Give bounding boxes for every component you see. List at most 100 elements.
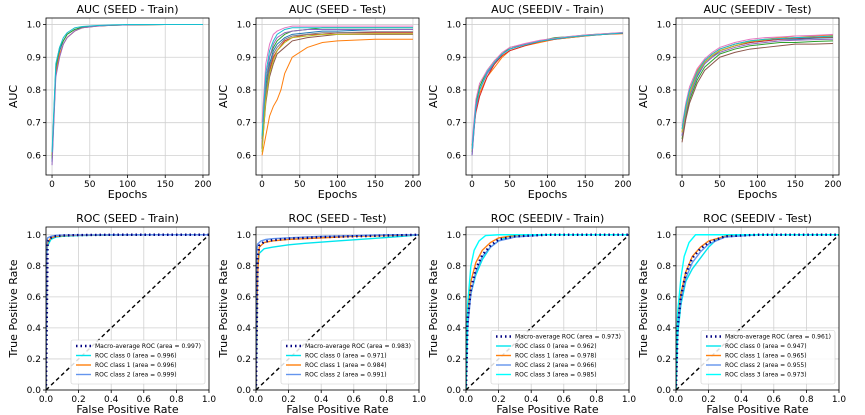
y-tick-label: 0.2 (447, 355, 461, 365)
y-tick-label: 0.6 (237, 151, 252, 161)
y-tick-label: 0.0 (27, 386, 42, 396)
y-tick-label: 1.0 (447, 231, 462, 241)
x-tick-label: 0.6 (137, 395, 152, 405)
y-tick-label: 0.8 (27, 262, 42, 272)
x-tick-label: 0.2 (491, 395, 505, 405)
y-tick-label: 0.9 (27, 53, 42, 63)
y-axis-label: True Positive Rate (637, 259, 650, 358)
series-line (261, 31, 413, 146)
y-tick-label: 0.6 (237, 293, 252, 303)
x-tick-label: 0.2 (71, 395, 85, 405)
x-axis-label: Epochs (738, 188, 778, 201)
legend-box (700, 330, 836, 385)
chart-title: ROC (SEED - Test) (288, 212, 386, 225)
x-tick-label: 1.0 (622, 395, 637, 405)
x-tick-label: 100 (119, 180, 136, 190)
y-tick-label: 0.8 (657, 86, 672, 96)
legend-box (70, 339, 206, 385)
x-tick-label: 0.4 (314, 395, 329, 405)
x-tick-label: 0 (679, 180, 685, 190)
y-tick-label: 0.7 (447, 119, 461, 129)
legend-label: ROC class 2 (area = 0.991) (305, 372, 387, 379)
chart-title: ROC (SEEDIV - Train) (491, 212, 605, 225)
chart-panel-7: 0.0 0.2 0.4 0.6 0.8 1.0 0.0 0.2 0.4 0.6 0.8 1.0 ROC … (637, 212, 846, 415)
x-tick-label: 200 (404, 180, 421, 190)
legend: Macro-average ROC (area = 0.997) ROC clas… (70, 339, 206, 385)
legend: Macro-average ROC (area = 0.973) ROC clas… (490, 330, 626, 385)
x-tick-label: 150 (577, 180, 594, 190)
axes-frame (465, 226, 630, 391)
legend: Macro-average ROC (area = 0.983) ROC clas… (280, 339, 416, 385)
axes-frame (45, 226, 210, 391)
series-line (261, 28, 413, 143)
y-tick-label: 1.0 (27, 231, 42, 241)
x-tick-label: 0.0 (669, 395, 684, 405)
x-tick-label: 1.0 (412, 395, 427, 405)
x-tick-label: 50 (714, 180, 726, 190)
x-tick-label: 0.8 (589, 395, 604, 405)
series-line (261, 38, 413, 156)
y-tick-label: 0.8 (27, 86, 42, 96)
legend-box (490, 330, 626, 385)
x-tick-label: 0.4 (104, 395, 119, 405)
x-tick-label: 50 (84, 180, 96, 190)
series-line (471, 32, 623, 149)
y-tick-label: 0.2 (237, 355, 251, 365)
y-tick-label: 0.4 (27, 324, 42, 334)
legend-box (280, 339, 416, 385)
series-line (681, 43, 833, 143)
macro-average-line (466, 233, 629, 390)
legend-label: ROC class 0 (area = 0.947) (725, 343, 807, 350)
series-line (681, 38, 833, 136)
chart-panel-3: 0 50 100 150 200 0.6 0.7 0.8 0.9 1.0 AUC (SEEDIV -… (637, 3, 842, 201)
chart-panel-0: 0 50 100 150 200 0.6 0.7 0.8 0.9 1.0 AUC (SEED - T… (7, 3, 212, 201)
y-axis-label: AUC (637, 85, 650, 109)
legend-label: ROC class 1 (area = 0.978) (515, 353, 597, 360)
chart-panel-6: 0.0 0.2 0.4 0.6 0.8 1.0 0.0 0.2 0.4 0.6 0.8 1.0 ROC … (427, 212, 636, 415)
x-tick-label: 0.6 (347, 395, 362, 405)
chart-title: AUC (SEEDIV - Test) (703, 3, 811, 16)
legend-label: ROC class 2 (area = 0.999) (95, 372, 177, 379)
legend-label: Macro-average ROC (area = 0.983) (305, 343, 411, 350)
y-tick-label: 0.9 (657, 53, 672, 63)
chart-title: AUC (SEEDIV - Train) (491, 3, 604, 16)
x-tick-label: 200 (824, 180, 841, 190)
legend-label: ROC class 0 (area = 0.962) (515, 343, 597, 350)
x-tick-label: 150 (787, 180, 804, 190)
y-axis-label: AUC (427, 85, 440, 109)
x-tick-label: 100 (749, 180, 766, 190)
y-tick-label: 0.4 (447, 324, 462, 334)
plot-area (471, 31, 624, 156)
y-tick-label: 0.8 (657, 262, 672, 272)
x-tick-label: 0.6 (557, 395, 572, 405)
macro-average-line (46, 233, 209, 390)
x-tick-label: 0.4 (734, 395, 749, 405)
y-tick-label: 1.0 (27, 21, 42, 31)
x-tick-label: 100 (329, 180, 346, 190)
y-tick-label: 0.7 (657, 119, 671, 129)
y-tick-label: 0.6 (657, 151, 672, 161)
x-axis-label: Epochs (108, 188, 148, 201)
y-axis-label: True Positive Rate (7, 259, 20, 358)
y-tick-label: 0.2 (27, 355, 41, 365)
legend-label: ROC class 0 (area = 0.996) (95, 353, 177, 360)
series-line (261, 27, 413, 136)
x-tick-label: 0.8 (799, 395, 814, 405)
y-tick-label: 0.0 (447, 386, 462, 396)
y-tick-label: 0.6 (447, 293, 462, 303)
plot-area (681, 33, 833, 143)
chart-title: AUC (SEED - Test) (289, 3, 386, 16)
y-tick-label: 0.8 (447, 262, 462, 272)
series-line (681, 33, 833, 127)
x-tick-label: 1.0 (202, 395, 217, 405)
x-tick-label: 0.0 (459, 395, 474, 405)
y-tick-label: 1.0 (237, 21, 252, 31)
x-tick-label: 200 (614, 180, 631, 190)
plot-area (51, 24, 203, 166)
legend-label: ROC class 0 (area = 0.971) (305, 353, 387, 360)
chart-panel-2: 0 50 100 150 200 0.6 0.7 0.8 0.9 1.0 AUC (SEEDIV -… (427, 3, 632, 201)
y-tick-label: 0.8 (447, 86, 462, 96)
x-axis-label: Epochs (318, 188, 358, 201)
series-line (261, 25, 413, 123)
x-tick-label: 150 (157, 180, 174, 190)
